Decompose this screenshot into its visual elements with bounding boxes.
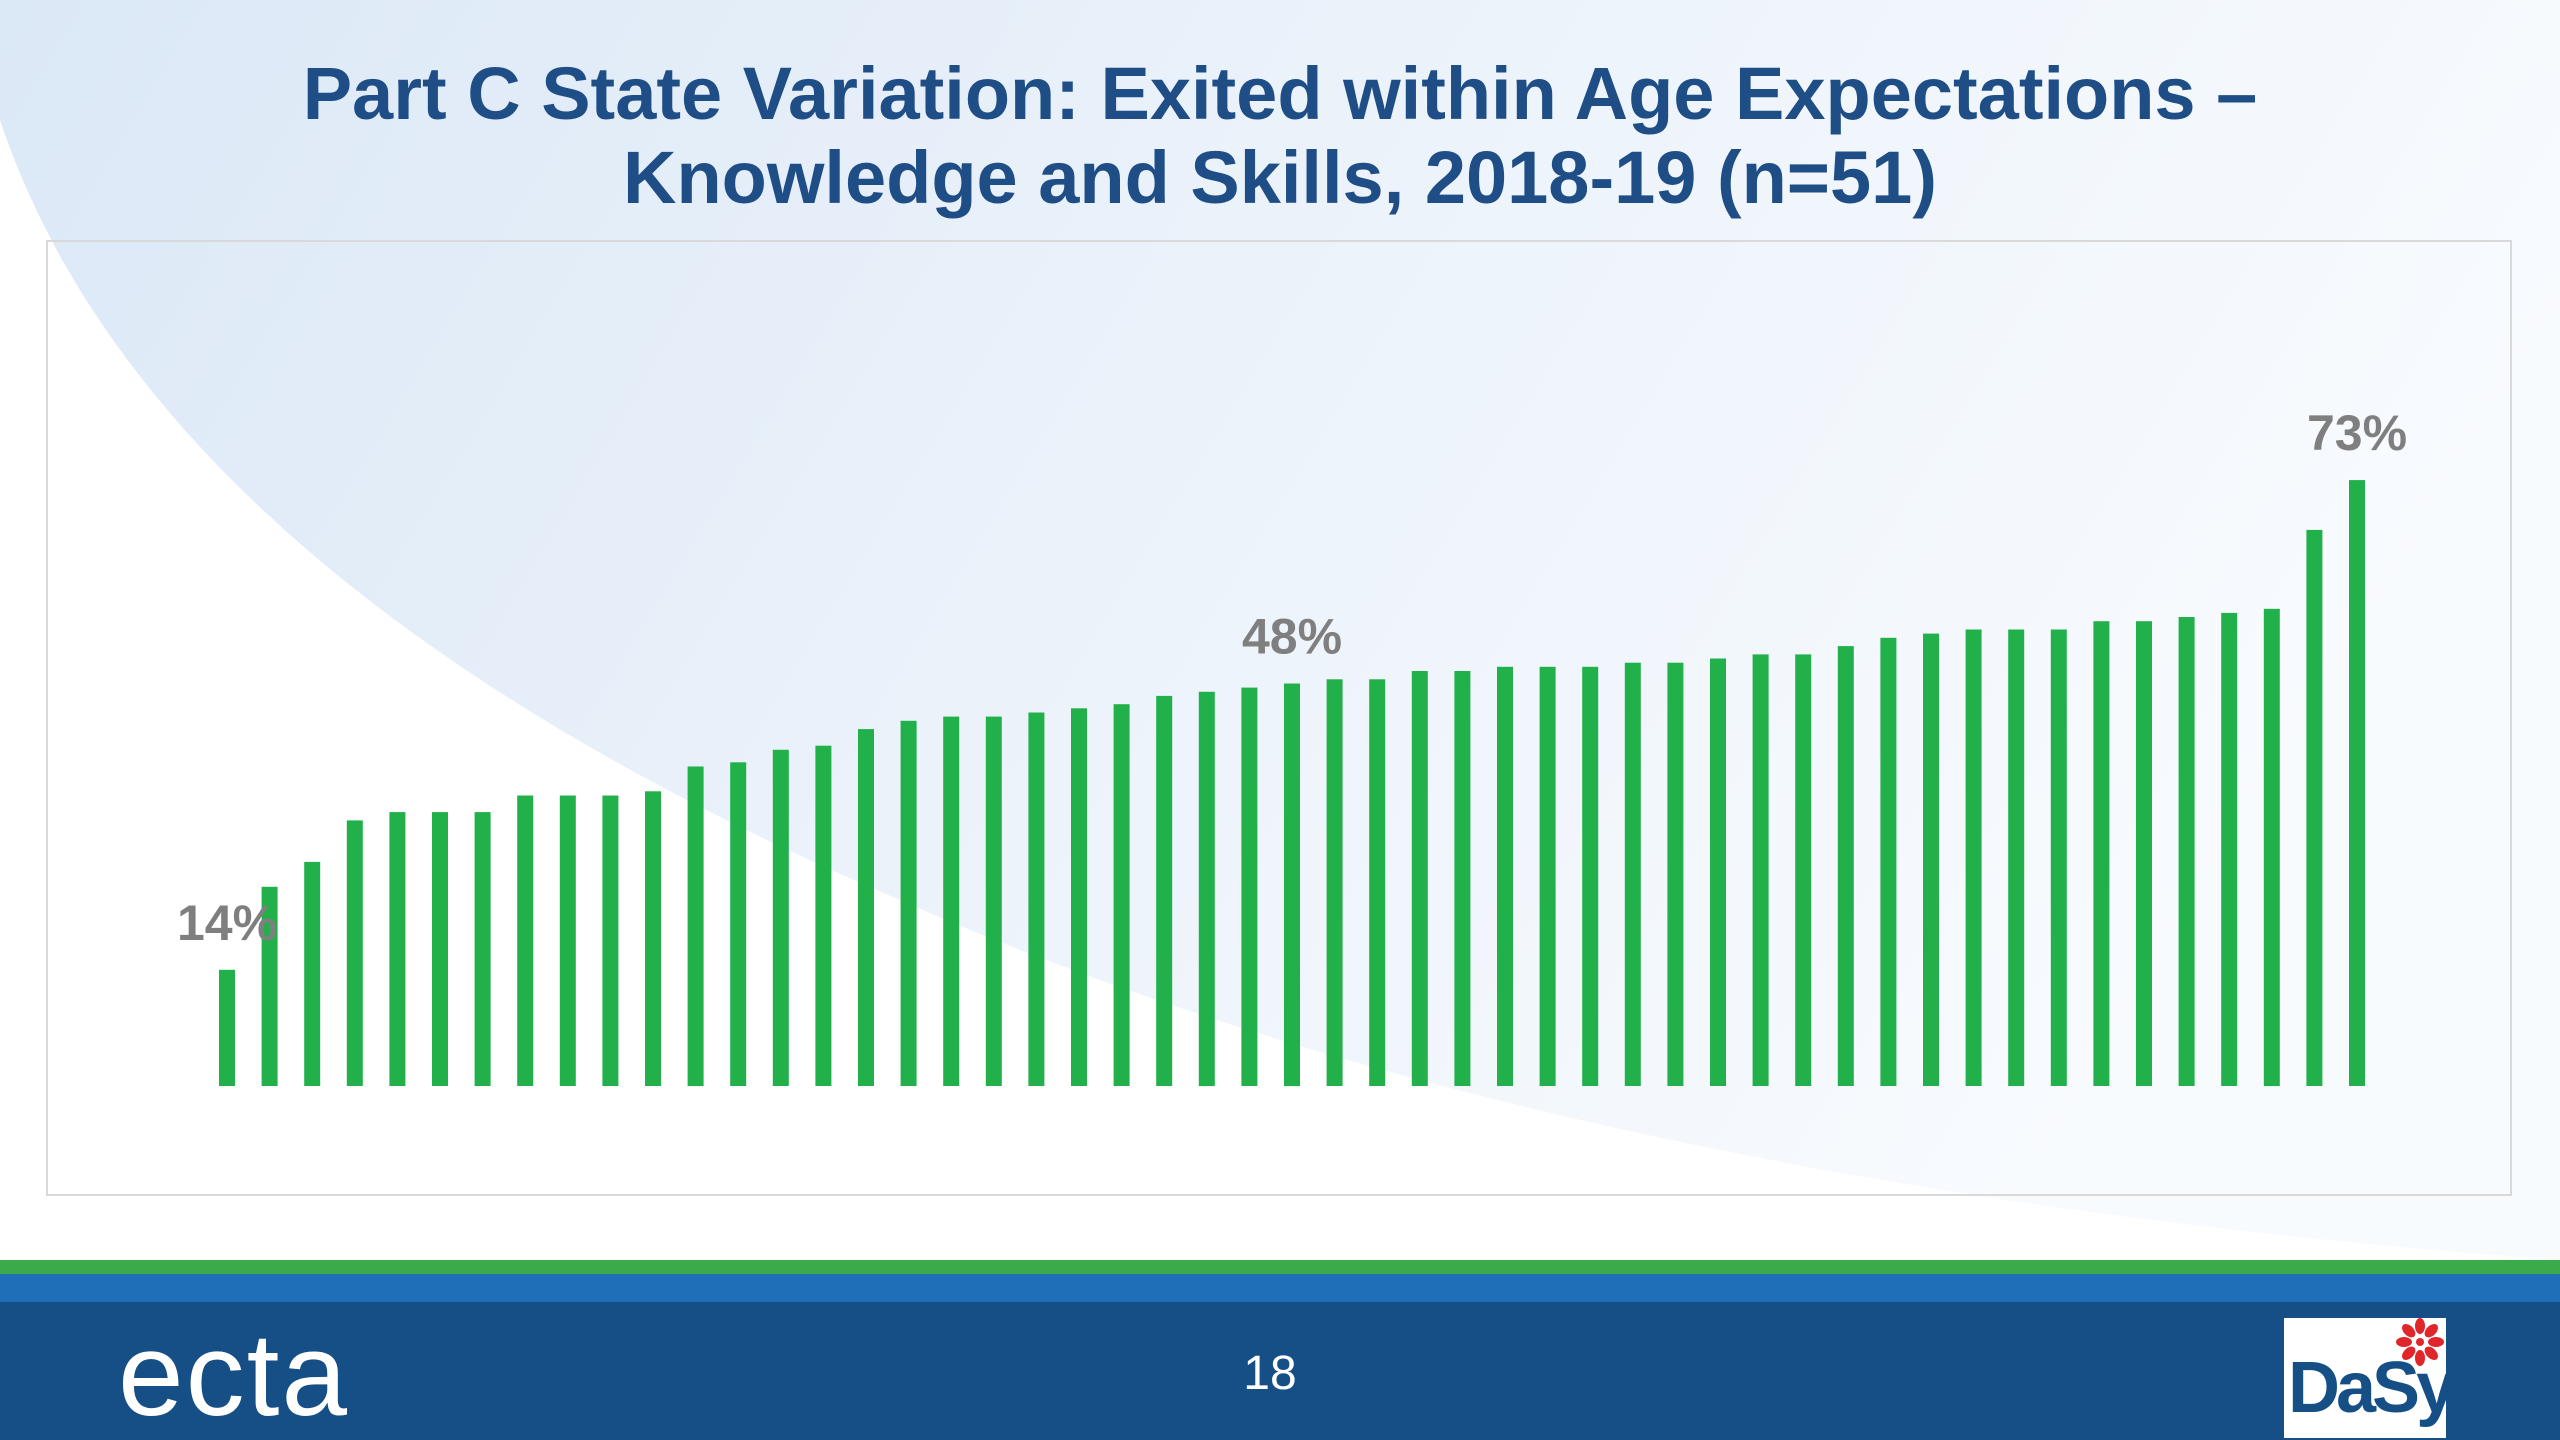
bar-51 [2349,480,2365,1087]
footer-bar [0,1302,2560,1440]
bar-45 [2093,621,2110,1086]
bar-44 [2050,629,2067,1086]
bar-19 [985,716,1002,1086]
data-label-1: 14% [177,895,277,951]
chart-frame [46,240,2512,1196]
bar-43 [2008,629,2025,1086]
title-line-2: Knowledge and Skills, 2018-19 (n=51) [623,136,1937,219]
data-label-3: 73% [2307,405,2407,461]
bar-7 [474,812,491,1086]
bar-15 [815,745,832,1086]
data-label-2: 48% [1242,609,1342,665]
bar-35 [1667,662,1684,1086]
bar-27 [1326,679,1343,1086]
bar-24 [1198,691,1215,1087]
bar-33 [1582,666,1599,1086]
bar-31 [1497,666,1513,1086]
bar-48 [2221,612,2238,1086]
bar-12 [687,766,704,1087]
bar-22 [1113,704,1130,1086]
bar-25 [1241,687,1258,1086]
bar-30 [1454,671,1471,1086]
bar-50 [2306,529,2323,1086]
bar-32 [1539,666,1556,1086]
bar-42 [1965,629,1982,1086]
dasy-logo: DaSy [2284,1318,2456,1438]
bar-14 [772,749,789,1086]
bar-39 [1837,646,1854,1086]
bar-9 [559,795,576,1086]
bar-8 [517,795,534,1086]
bar-13 [730,762,747,1086]
bar-1 [219,969,235,1086]
bar-4 [346,820,363,1086]
bar-20 [1028,712,1045,1086]
bar-17 [900,720,917,1086]
bar-40 [1880,637,1897,1086]
bar-34 [1624,662,1641,1086]
bar-41 [1923,633,1939,1086]
footer-green-stripe [0,1260,2560,1274]
bar-6 [432,812,448,1086]
bar-2 [261,886,278,1086]
ecta-logo: ecta [118,1309,350,1440]
bar-46 [2136,621,2152,1086]
dasy-logo-text: DaSy [2288,1348,2456,1428]
bar-10 [602,795,619,1086]
bar-47 [2178,617,2195,1086]
flower-icon [2396,1318,2444,1366]
bar-26 [1284,683,1300,1087]
bar-36 [1710,658,1726,1086]
bar-38 [1795,654,1812,1086]
bar-3 [304,861,321,1086]
page-number: 18 [1243,1347,1297,1400]
footer-blue-stripe [0,1274,2560,1302]
bar-37 [1752,654,1769,1086]
title-line-1: Part C State Variation: Exited within Ag… [302,52,2258,135]
bar-29 [1411,671,1428,1086]
bar-16 [858,729,874,1086]
bar-23 [1156,695,1173,1086]
slide-title: Part C State Variation: Exited within Ag… [160,52,2400,220]
bar-5 [389,812,406,1086]
data-labels: 14% 48% 73% [177,405,2407,951]
bar-21 [1071,708,1087,1086]
bar-18 [943,716,960,1086]
bar-series [219,480,2365,1087]
bar-49 [2263,608,2280,1087]
bar-28 [1369,679,1386,1086]
bar-11 [645,791,661,1086]
